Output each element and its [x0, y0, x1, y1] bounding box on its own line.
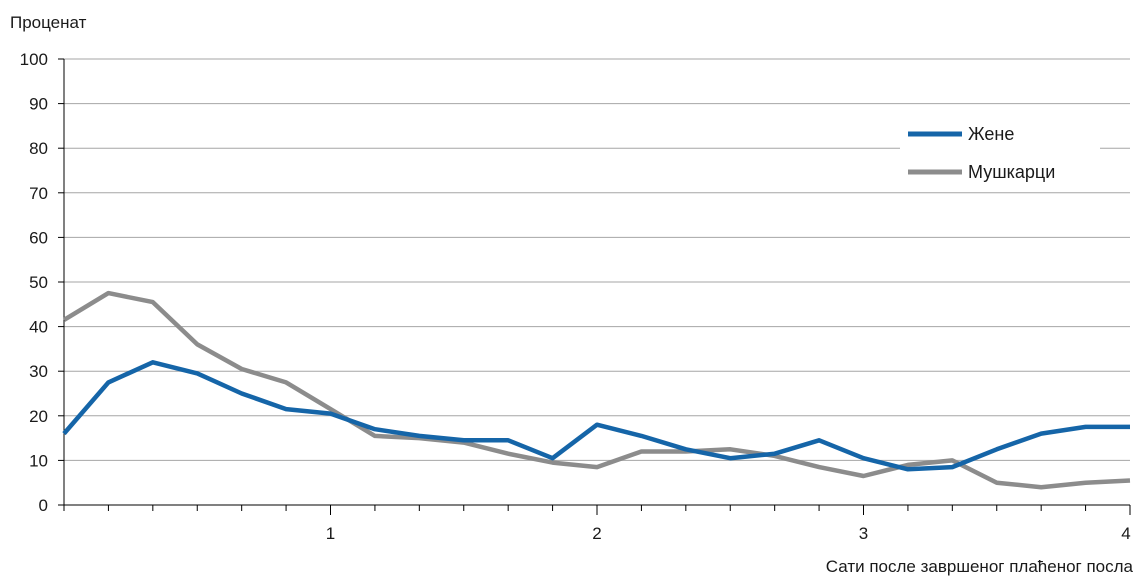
x-tick-label: 1 [326, 524, 335, 543]
y-tick-label: 60 [29, 228, 48, 247]
legend-label: Мушкарци [968, 162, 1055, 182]
y-axis-ticks: 0 10 20 30 40 50 60 70 80 90 100 [20, 50, 64, 515]
series-lines [62, 290, 1131, 490]
x-axis-label: Сати после завршеног плаћеног посла [826, 557, 1134, 576]
y-tick-label: 50 [29, 273, 48, 292]
y-tick-label: 30 [29, 362, 48, 381]
y-axis-label: Проценат [10, 13, 87, 32]
y-tick-label: 10 [29, 451, 48, 470]
legend: Жене Мушкарци [900, 118, 1100, 184]
y-tick-label: 100 [20, 50, 48, 69]
series-line-Мушкарци [62, 290, 1131, 490]
x-tick-label: 2 [592, 524, 601, 543]
x-tick-label: 4 [1121, 524, 1130, 543]
series-line-Жене [62, 360, 1130, 472]
y-tick-label: 70 [29, 184, 48, 203]
y-tick-label: 20 [29, 407, 48, 426]
y-tick-label: 80 [29, 139, 48, 158]
y-tick-label: 90 [29, 95, 48, 114]
y-tick-label: 0 [39, 496, 48, 515]
legend-label: Жене [968, 124, 1014, 144]
y-tick-label: 40 [29, 318, 48, 337]
x-tick-label: 3 [859, 524, 868, 543]
